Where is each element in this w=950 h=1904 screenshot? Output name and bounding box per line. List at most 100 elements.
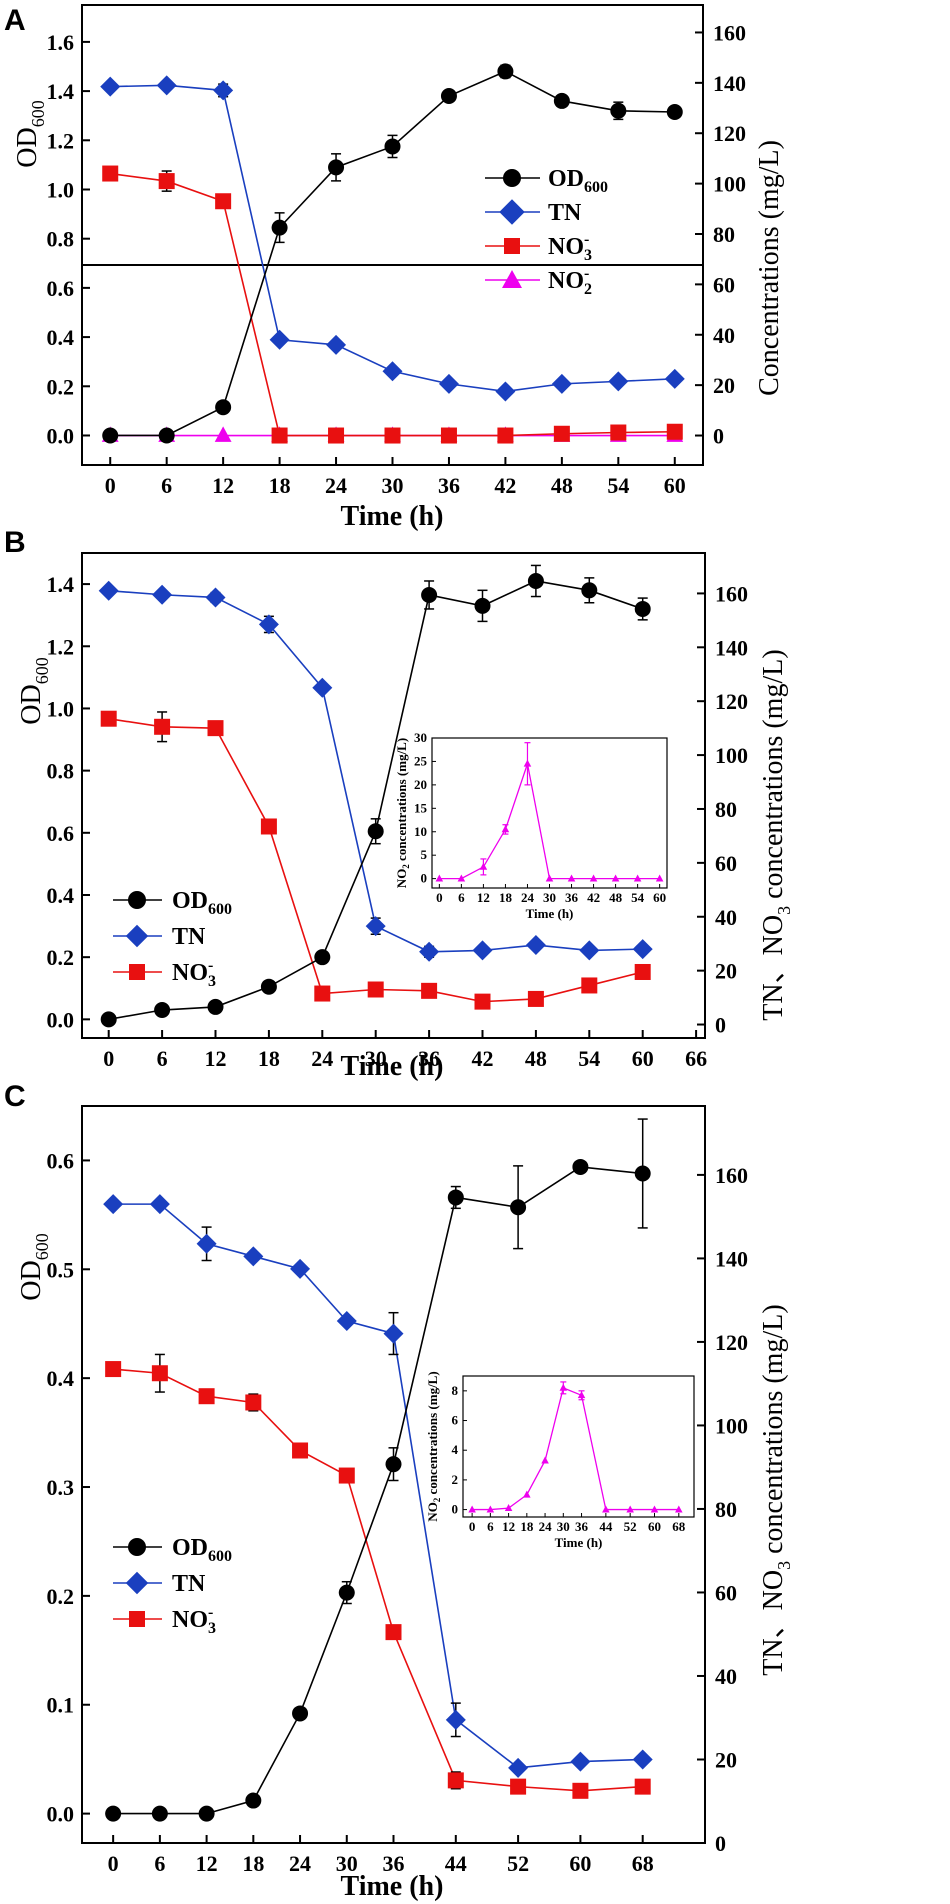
data-point — [245, 1792, 262, 1809]
x-tick-label: 68 — [632, 1851, 654, 1876]
data-point — [328, 159, 345, 176]
y-tick-label-right: 20 — [715, 959, 737, 984]
data-point — [510, 1778, 527, 1795]
data-point — [634, 600, 651, 617]
y-tick-label-left: 1.0 — [47, 177, 75, 202]
data-point — [384, 138, 401, 155]
data-point — [215, 399, 232, 416]
data-point — [156, 75, 177, 96]
y-tick-label-right: 80 — [715, 797, 737, 822]
y-tick-label-right: 140 — [715, 635, 748, 660]
data-point — [438, 373, 459, 394]
inset-data-point — [501, 825, 510, 833]
y-tick-label-right: 0 — [715, 1831, 726, 1856]
data-point — [570, 1751, 591, 1772]
x-tick-label: 12 — [212, 473, 234, 498]
legend-marker-no2 — [502, 270, 522, 288]
data-point — [292, 1442, 309, 1459]
x-tick-label: 48 — [525, 1046, 547, 1071]
data-point — [103, 1194, 124, 1215]
inset-y-tick-label: 25 — [414, 753, 428, 768]
y-tick-label-right: 120 — [715, 689, 748, 714]
x-tick-label: 6 — [161, 473, 172, 498]
inset-series-no2 — [468, 1381, 683, 1513]
data-point — [497, 427, 514, 444]
series-tn — [100, 75, 685, 402]
inset-x-tick-label: 68 — [672, 1519, 686, 1534]
x-tick-label: 52 — [507, 1851, 529, 1876]
data-point — [385, 1624, 402, 1641]
inset-x-tick-label: 54 — [631, 890, 645, 905]
y-tick-label-left: 1.0 — [47, 696, 75, 721]
legend-marker-tn — [125, 924, 149, 948]
x-tick-label: 0 — [103, 1046, 114, 1071]
data-point — [579, 940, 600, 961]
legend-marker-od600 — [128, 1538, 146, 1556]
data-point — [102, 427, 119, 444]
inset-x-tick-label: 44 — [599, 1519, 613, 1534]
data-point — [314, 985, 331, 1002]
legend-label-tn: TN — [172, 924, 206, 950]
x-tick-label: 24 — [311, 1046, 333, 1071]
y-axis-label-c: OD600 — [16, 1233, 52, 1300]
legend-label-no3: NO3- — [172, 957, 216, 990]
data-point — [152, 584, 173, 605]
inset-y-tick-label: 15 — [414, 800, 428, 815]
data-point — [572, 1158, 589, 1175]
data-point — [207, 720, 224, 737]
y-tick-label-left: 0.0 — [47, 1007, 75, 1032]
data-point — [384, 427, 401, 444]
y-tick-label-right: 140 — [715, 1246, 748, 1271]
plot-frame — [81, 552, 706, 1039]
chart-c: 0 6 12 18 24 30 36 44 52 60 680.00.10.20.30.40.50.… — [47, 1105, 748, 1876]
x-tick-label: 18 — [269, 473, 291, 498]
y-tick-label-left: 1.4 — [47, 79, 75, 104]
data-point — [100, 710, 117, 727]
inset-frame — [462, 1375, 695, 1518]
legend-marker-no3 — [129, 1611, 145, 1627]
data-point — [440, 427, 457, 444]
data-point — [328, 427, 345, 444]
x-tick-label: 66 — [685, 1046, 707, 1071]
x-tick-label: 18 — [242, 1851, 264, 1876]
data-point — [149, 1194, 170, 1215]
y-tick-label-right: 60 — [713, 272, 735, 297]
data-point — [105, 1361, 122, 1378]
inset-x-tick-label: 48 — [609, 890, 623, 905]
inset-x-tick-label: 30 — [543, 890, 556, 905]
y-tick-label-right: 40 — [715, 905, 737, 930]
y2-axis-label-a: Concentrations (mg/L) — [754, 140, 785, 396]
data-point — [666, 423, 683, 440]
x-tick-label: 0 — [105, 473, 116, 498]
data-point — [553, 92, 570, 109]
data-point — [314, 949, 331, 966]
series-line — [110, 84, 675, 393]
inset-x-tick-label: 0 — [436, 890, 443, 905]
inset-y-tick-label: 0 — [452, 1502, 459, 1517]
inset-y-tick-label: 2 — [452, 1472, 459, 1487]
y-axis-label-a: OD600 — [12, 100, 48, 167]
inset-y-tick-label: 8 — [452, 1383, 459, 1398]
data-point — [198, 1388, 215, 1405]
x-tick-label: 30 — [336, 1851, 358, 1876]
legend-label-no3: NO3- — [172, 1604, 216, 1637]
inset-x-tick-label: 24 — [539, 1519, 553, 1534]
data-point — [495, 381, 516, 402]
data-point — [421, 586, 438, 603]
inset-x-tick-label: 36 — [565, 890, 579, 905]
inset-data-point — [650, 1505, 659, 1513]
data-point — [154, 718, 171, 735]
inset-y-tick-label: 5 — [421, 847, 428, 862]
legend-marker-tn — [499, 199, 525, 225]
y-tick-label-left: 0.0 — [47, 1802, 75, 1827]
legend-label-od600: OD600 — [172, 1535, 232, 1565]
y-tick-label-left: 0.6 — [47, 276, 75, 301]
svg-text:OD600: OD600 — [12, 100, 48, 167]
panel-b-labels: Time (h) OD600 TN、NO3 concentrations (mg/L… — [16, 649, 794, 1082]
x-tick-label: 24 — [325, 473, 347, 498]
inset-data-point — [523, 759, 532, 767]
data-point — [551, 373, 572, 394]
